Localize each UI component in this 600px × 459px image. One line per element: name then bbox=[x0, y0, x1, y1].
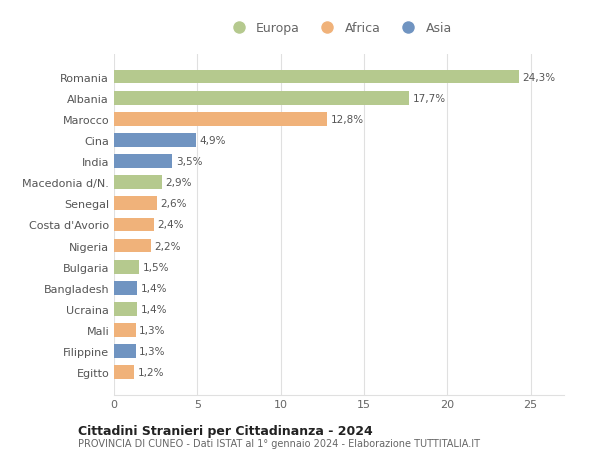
Bar bbox=[114, 218, 154, 232]
Text: 2,4%: 2,4% bbox=[157, 220, 184, 230]
Text: 1,3%: 1,3% bbox=[139, 347, 166, 356]
Text: 1,3%: 1,3% bbox=[139, 325, 166, 335]
Text: 2,6%: 2,6% bbox=[161, 199, 187, 209]
Text: Cittadini Stranieri per Cittadinanza - 2024: Cittadini Stranieri per Cittadinanza - 2… bbox=[78, 424, 373, 437]
Text: 1,5%: 1,5% bbox=[142, 262, 169, 272]
Text: 12,8%: 12,8% bbox=[331, 115, 364, 124]
Bar bbox=[114, 92, 409, 105]
Bar bbox=[114, 112, 328, 126]
Bar bbox=[114, 239, 151, 253]
Bar bbox=[114, 366, 134, 379]
Text: PROVINCIA DI CUNEO - Dati ISTAT al 1° gennaio 2024 - Elaborazione TUTTITALIA.IT: PROVINCIA DI CUNEO - Dati ISTAT al 1° ge… bbox=[78, 438, 480, 448]
Text: 2,2%: 2,2% bbox=[154, 241, 181, 251]
Text: 24,3%: 24,3% bbox=[523, 73, 556, 82]
Bar bbox=[114, 302, 137, 316]
Bar bbox=[114, 197, 157, 211]
Bar bbox=[114, 260, 139, 274]
Legend: Europa, Africa, Asia: Europa, Africa, Asia bbox=[221, 17, 457, 40]
Text: 3,5%: 3,5% bbox=[176, 157, 202, 167]
Bar bbox=[114, 155, 172, 168]
Bar bbox=[114, 176, 163, 190]
Bar bbox=[114, 71, 519, 84]
Bar bbox=[114, 281, 137, 295]
Text: 2,9%: 2,9% bbox=[166, 178, 192, 188]
Text: 1,4%: 1,4% bbox=[140, 304, 167, 314]
Bar bbox=[114, 324, 136, 337]
Text: 1,4%: 1,4% bbox=[140, 283, 167, 293]
Text: 17,7%: 17,7% bbox=[412, 94, 445, 103]
Bar bbox=[114, 345, 136, 358]
Text: 4,9%: 4,9% bbox=[199, 135, 226, 146]
Text: 1,2%: 1,2% bbox=[137, 368, 164, 377]
Bar bbox=[114, 134, 196, 147]
